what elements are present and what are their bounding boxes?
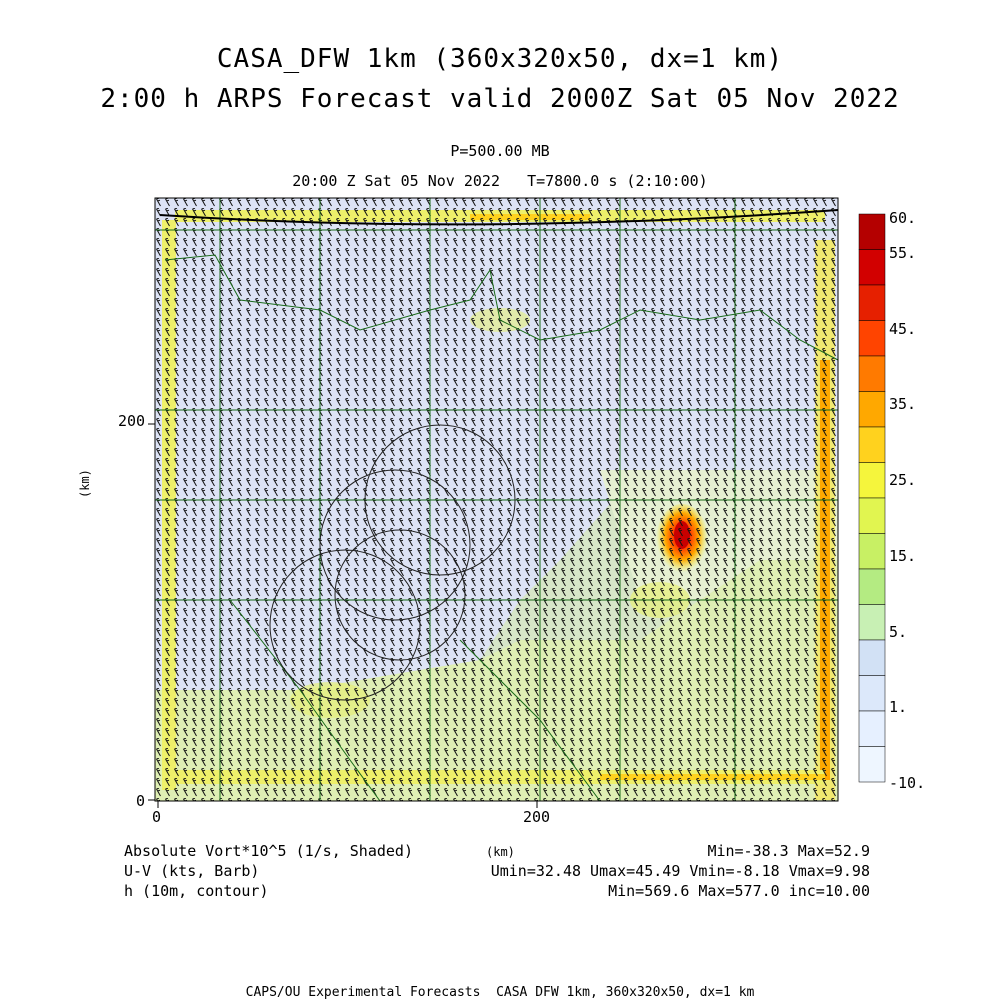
- colorbar-swatch: [858, 604, 886, 641]
- legend-minmax-contour: Min=569.6 Max=577.0 inc=10.00: [608, 882, 870, 900]
- colorbar-swatch: [858, 462, 886, 499]
- legend-minmax-wind: Umin=32.48 Umax=45.49 Vmin=-8.18 Vmax=9.…: [490, 862, 870, 880]
- x-tick-200: 200: [523, 808, 551, 826]
- y-tick-200: 200: [118, 412, 146, 430]
- plot-frame: [154, 197, 839, 802]
- colorbar-swatch: [858, 710, 886, 747]
- colorbar-swatch: [858, 320, 886, 357]
- colorbar-swatch: [858, 355, 886, 392]
- colorbar-swatch: [858, 533, 886, 570]
- x-axis-label: (km): [486, 845, 515, 859]
- y-tick-0: 0: [136, 792, 146, 810]
- colorbar-label: 1.: [889, 698, 907, 716]
- vorticity-shading: [155, 198, 838, 801]
- colorbar-swatch: [858, 426, 886, 463]
- legend-contour: h (10m, contour): [124, 882, 269, 900]
- colorbar: 60. 55. 45. 35. 25. 15. 5. 1. -10.: [858, 209, 925, 792]
- colorbar-swatch: [858, 249, 886, 286]
- footer-credit: CAPS/OU Experimental Forecasts CASA DFW …: [245, 985, 755, 1000]
- colorbar-swatch: [858, 568, 886, 605]
- colorbar-label: 35.: [889, 395, 916, 413]
- x-tick-0: 0: [152, 808, 162, 826]
- colorbar-swatch: [858, 213, 886, 250]
- legend-barb: U-V (kts, Barb): [124, 862, 260, 880]
- colorbar-swatch: [858, 391, 886, 428]
- legend-shaded: Absolute Vort*10^5 (1/s, Shaded): [124, 842, 413, 860]
- colorbar-swatch: [858, 746, 886, 783]
- y-axis-label: (km): [78, 469, 92, 498]
- colorbar-label: 60.: [889, 209, 916, 227]
- colorbar-swatch: [858, 497, 886, 534]
- legend-minmax-shaded: Min=-38.3 Max=52.9: [707, 842, 870, 860]
- chart-title-line1: CASA_DFW 1km (360x320x50, dx=1 km): [216, 44, 784, 74]
- colorbar-label: 55.: [889, 244, 916, 262]
- colorbar-label: 15.: [889, 547, 916, 565]
- colorbar-swatch: [858, 284, 886, 321]
- pressure-level: P=500.00 MB: [450, 142, 550, 160]
- chart-title-line2: 2:00 h ARPS Forecast valid 2000Z Sat 05 …: [100, 84, 900, 114]
- colorbar-label: 5.: [889, 623, 907, 641]
- colorbar-swatch: [858, 639, 886, 676]
- valid-time: 20:00 Z Sat 05 Nov 2022 T=7800.0 s (2:10…: [292, 172, 708, 190]
- colorbar-label: 25.: [889, 471, 916, 489]
- colorbar-swatch: [858, 675, 886, 712]
- colorbar-label: 45.: [889, 320, 916, 338]
- colorbar-label: -10.: [889, 774, 925, 792]
